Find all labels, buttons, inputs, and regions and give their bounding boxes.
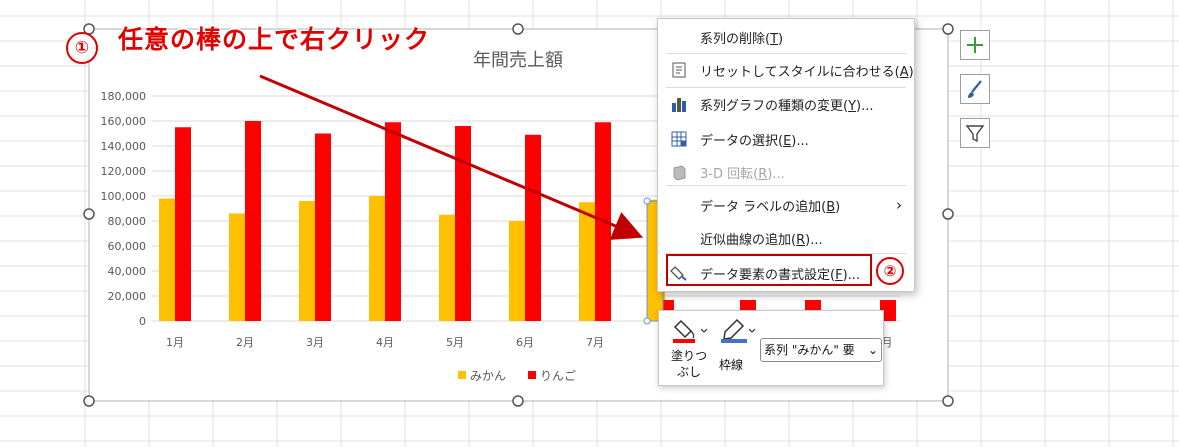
selection-handle[interactable] — [643, 317, 651, 325]
x-tick-label: 1月 — [166, 336, 184, 349]
menu-separator — [666, 185, 906, 186]
context-menu-label: 近似曲線の追加(R)... — [700, 232, 823, 248]
bar-mikan[interactable] — [439, 214, 455, 321]
step-2-marker: ② — [876, 257, 904, 285]
context-menu-item-1[interactable]: 系列の削除(T) — [658, 23, 914, 51]
menu-separator — [666, 87, 906, 88]
legend-swatch — [458, 371, 466, 379]
chart-filter-button[interactable] — [960, 118, 990, 148]
x-tick-label: 4月 — [376, 336, 394, 349]
resize-handle[interactable] — [83, 395, 95, 407]
menu-separator — [666, 53, 906, 54]
3d-rotation-icon — [673, 165, 686, 181]
bar-ringo[interactable] — [385, 122, 401, 321]
series-select-value: 系列 "みかん" 要 — [764, 343, 855, 357]
series-select[interactable]: 系列 "みかん" 要 ⌄ — [760, 338, 882, 362]
context-menu-item-6[interactable]: データ ラベルの追加(B) › — [658, 191, 914, 219]
select-data-icon — [671, 131, 687, 147]
legend-label: みかん — [470, 369, 506, 383]
bar-ringo[interactable] — [245, 121, 261, 321]
legend-swatch — [528, 371, 536, 379]
chart-type-icon — [672, 98, 686, 112]
bar-mikan[interactable] — [509, 221, 525, 321]
selection-handle[interactable] — [643, 197, 651, 205]
chart-styles-button[interactable] — [960, 74, 990, 104]
y-tick-label: 40,000 — [108, 265, 147, 278]
x-tick-label: 6月 — [516, 336, 534, 349]
chart-elements-button[interactable] — [960, 30, 990, 60]
y-tick-label: 60,000 — [108, 240, 147, 253]
y-tick-label: 80,000 — [108, 215, 147, 228]
bar-mikan[interactable] — [299, 201, 315, 321]
x-tick-label: 2月 — [236, 336, 254, 349]
context-menu-item-7[interactable]: 近似曲線の追加(R)... — [658, 224, 914, 252]
bar-mikan[interactable] — [229, 213, 245, 322]
y-tick-label: 160,000 — [101, 115, 147, 128]
reset-style-icon — [672, 62, 686, 78]
outline-label: 枠線 — [719, 358, 744, 372]
bar-mikan[interactable] — [369, 196, 385, 321]
resize-handle[interactable] — [512, 23, 524, 35]
resize-handle[interactable] — [942, 208, 954, 220]
y-tick-label: 0 — [139, 315, 146, 328]
legend-label: りんご — [540, 368, 576, 383]
chart-elements-plus-icon — [967, 37, 983, 53]
step-1-instruction: 任意の棒の上で右クリック — [118, 25, 431, 54]
outline-button[interactable] — [719, 317, 759, 343]
chart-title: 年間売上額 — [473, 50, 563, 71]
chart-styles-brush-icon — [968, 80, 982, 98]
y-tick-label: 120,000 — [101, 165, 147, 178]
context-menu-label: データ ラベルの追加(B) — [700, 199, 841, 215]
context-menu-label: リセットしてスタイルに合わせる(A) — [700, 64, 914, 80]
resize-handle[interactable] — [83, 208, 95, 220]
context-menu-item-4[interactable]: データの選択(E)... — [658, 125, 914, 153]
fill-label-2: ぶし — [677, 365, 702, 379]
highlight-box-format-data-point — [666, 254, 872, 286]
annotation-arrow — [259, 74, 644, 240]
context-menu-label: データの選択(E)... — [700, 133, 809, 149]
context-menu-label: データ要素の書式設定(F)... — [700, 267, 861, 283]
context-menu: 系列の削除(T) リセットしてスタイルに合わせる(A) 系列グラフの種類の変更(Y)… — [657, 18, 915, 292]
format-data-point-icon — [670, 266, 687, 281]
y-tick-label: 20,000 — [108, 290, 147, 303]
bar-ringo[interactable] — [525, 134, 541, 321]
bar-ringo-partial[interactable] — [880, 300, 896, 321]
context-menu-item-8[interactable]: データ要素の書式設定(F)... — [658, 259, 914, 287]
x-tick-label: 7月 — [586, 336, 604, 349]
chart-legend: みかん りんご — [458, 368, 576, 383]
resize-handle[interactable] — [942, 395, 954, 407]
fill-button[interactable] — [671, 317, 711, 343]
paint-bucket-icon — [673, 319, 708, 343]
x-tick-label: 3月 — [306, 336, 324, 349]
menu-separator — [666, 253, 906, 254]
y-tick-label: 180,000 — [101, 90, 147, 103]
bar-ringo[interactable] — [175, 127, 191, 321]
bar-ringo[interactable] — [455, 126, 471, 321]
y-tick-label: 100,000 — [101, 190, 147, 203]
context-menu-label: 3-D 回転(R)... — [700, 166, 785, 182]
chart-filter-icon — [965, 125, 985, 143]
context-menu-item-5: 3-D 回転(R)... — [658, 158, 914, 186]
step-1-marker: ① — [66, 32, 98, 64]
bar-mikan[interactable] — [159, 198, 175, 322]
context-menu-label: 系列グラフの種類の変更(Y)... — [700, 98, 874, 114]
x-tick-label-partial: 月 — [882, 336, 893, 349]
context-menu-item-3[interactable]: 系列グラフの種類の変更(Y)... — [658, 90, 914, 118]
chevron-down-icon: ⌄ — [867, 343, 878, 357]
resize-handle[interactable] — [942, 23, 954, 35]
y-tick-label: 140,000 — [101, 140, 147, 153]
pen-outline-icon — [721, 318, 756, 343]
mini-toolbar: 塗りつ ぶし 枠線 系列 "みかん" 要 ⌄ — [658, 310, 884, 386]
fill-label-1: 塗りつ — [671, 349, 708, 363]
submenu-chevron-icon: › — [896, 196, 902, 214]
bar-ringo[interactable] — [315, 133, 331, 322]
context-menu-item-2[interactable]: リセットしてスタイルに合わせる(A) — [658, 56, 914, 84]
context-menu-label: 系列の削除(T) — [700, 31, 784, 47]
bar-mikan[interactable] — [579, 202, 595, 321]
resize-handle[interactable] — [512, 395, 524, 407]
x-tick-label: 5月 — [446, 336, 464, 349]
